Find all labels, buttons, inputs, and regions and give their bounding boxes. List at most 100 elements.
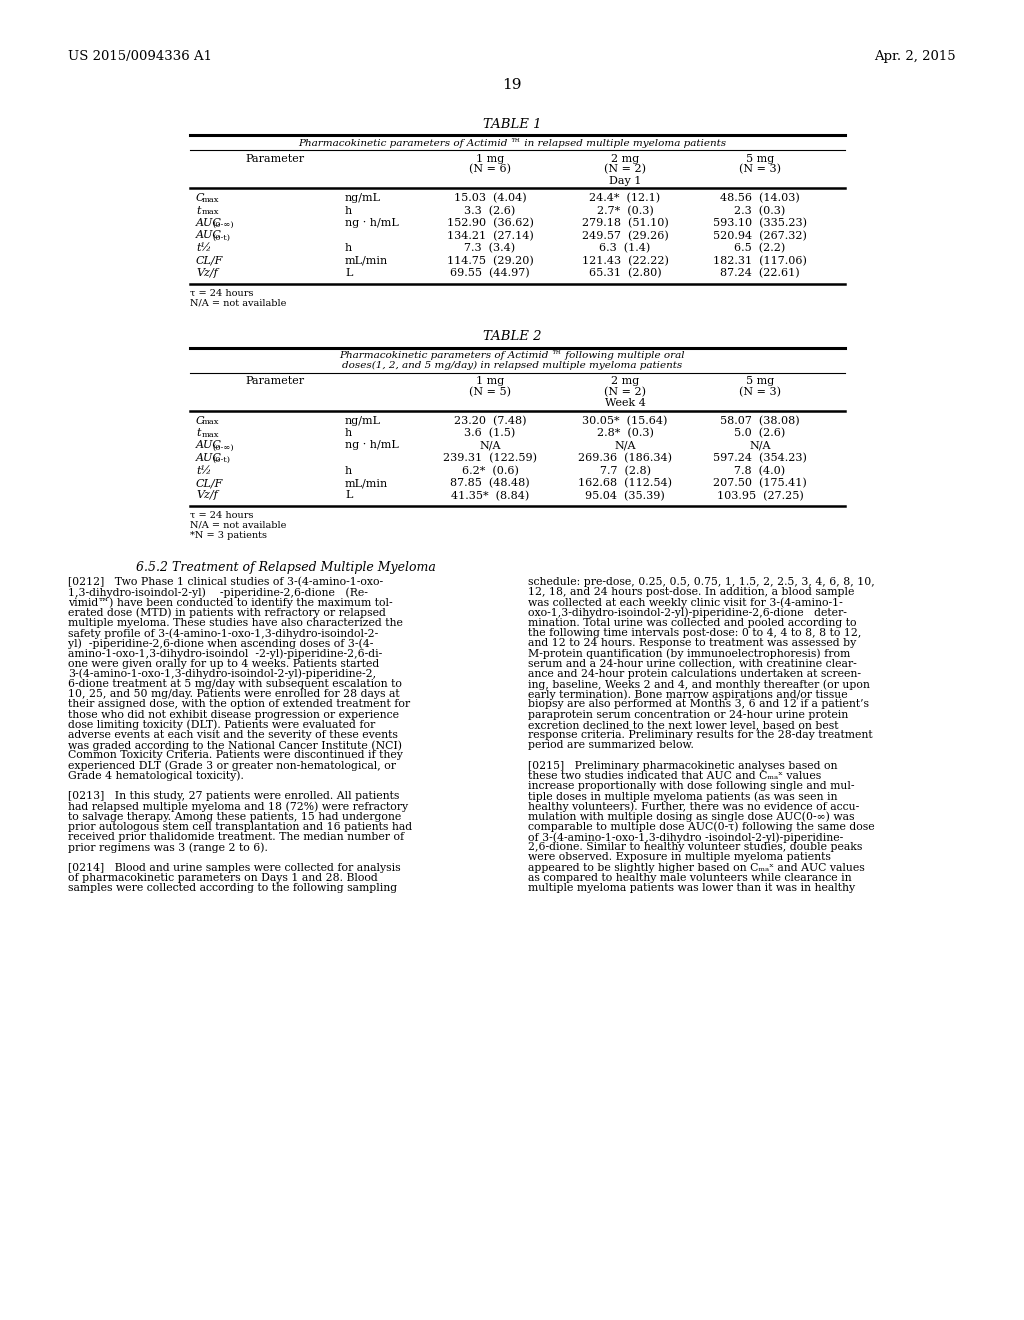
Text: ng/mL: ng/mL (345, 193, 381, 203)
Text: max: max (202, 432, 219, 440)
Text: t: t (196, 428, 201, 438)
Text: healthy volunteers). Further, there was no evidence of accu-: healthy volunteers). Further, there was … (528, 801, 859, 812)
Text: L: L (345, 268, 352, 279)
Text: to salvage therapy. Among these patients, 15 had undergone: to salvage therapy. Among these patients… (68, 812, 401, 821)
Text: (0-∞): (0-∞) (213, 444, 234, 451)
Text: multiple myeloma. These studies have also characterized the: multiple myeloma. These studies have als… (68, 618, 402, 628)
Text: 121.43  (22.22): 121.43 (22.22) (582, 256, 669, 265)
Text: 103.95  (27.25): 103.95 (27.25) (717, 491, 804, 500)
Text: CL/F: CL/F (196, 478, 223, 488)
Text: paraprotein serum concentration or 24-hour urine protein: paraprotein serum concentration or 24-ho… (528, 710, 848, 719)
Text: serum and a 24-hour urine collection, with creatinine clear-: serum and a 24-hour urine collection, wi… (528, 659, 857, 669)
Text: was graded according to the National Cancer Institute (NCI): was graded according to the National Can… (68, 741, 402, 751)
Text: [0212]   Two Phase 1 clinical studies of 3-(4-amino-1-oxo-: [0212] Two Phase 1 clinical studies of 3… (68, 577, 383, 587)
Text: TABLE 1: TABLE 1 (482, 117, 542, 131)
Text: was collected at each weekly clinic visit for 3-(4-amino-1-: was collected at each weekly clinic visi… (528, 598, 843, 609)
Text: comparable to multiple dose AUC(0-τ) following the same dose: comparable to multiple dose AUC(0-τ) fol… (528, 822, 874, 833)
Text: 24.4*  (12.1): 24.4* (12.1) (590, 193, 660, 203)
Text: C: C (196, 193, 205, 203)
Text: Pharmacokinetic parameters of Actimid ™ following multiple oral: Pharmacokinetic parameters of Actimid ™ … (339, 351, 685, 360)
Text: ing, baseline, Weeks 2 and 4, and monthly thereafter (or upon: ing, baseline, Weeks 2 and 4, and monthl… (528, 678, 869, 689)
Text: safety profile of 3-(4-amino-1-oxo-1,3-dihydro-isoindol-2-: safety profile of 3-(4-amino-1-oxo-1,3-d… (68, 628, 378, 639)
Text: AUC: AUC (196, 453, 222, 463)
Text: US 2015/0094336 A1: US 2015/0094336 A1 (68, 50, 212, 63)
Text: period are summarized below.: period are summarized below. (528, 741, 694, 750)
Text: N/A = not available: N/A = not available (190, 298, 287, 308)
Text: Apr. 2, 2015: Apr. 2, 2015 (874, 50, 956, 63)
Text: 7.7  (2.8): 7.7 (2.8) (599, 466, 650, 475)
Text: 6.2*  (0.6): 6.2* (0.6) (462, 466, 518, 475)
Text: 2.8*  (0.3): 2.8* (0.3) (597, 428, 653, 438)
Text: samples were collected according to the following sampling: samples were collected according to the … (68, 883, 397, 894)
Text: max: max (202, 418, 219, 426)
Text: 2,6-dione. Similar to healthy volunteer studies, double peaks: 2,6-dione. Similar to healthy volunteer … (528, 842, 862, 853)
Text: N/A: N/A (614, 441, 636, 450)
Text: 2.7*  (0.3): 2.7* (0.3) (597, 206, 653, 215)
Text: N/A: N/A (750, 441, 771, 450)
Text: 134.21  (27.14): 134.21 (27.14) (446, 231, 534, 240)
Text: vimid™) have been conducted to identify the maximum tol-: vimid™) have been conducted to identify … (68, 598, 392, 609)
Text: Vz/f: Vz/f (196, 491, 218, 500)
Text: M-protein quantification (by immunoelectrophoresis) from: M-protein quantification (by immunoelect… (528, 648, 850, 659)
Text: multiple myeloma patients was lower than it was in healthy: multiple myeloma patients was lower than… (528, 883, 855, 894)
Text: 207.50  (175.41): 207.50 (175.41) (713, 478, 807, 488)
Text: 239.31  (122.59): 239.31 (122.59) (443, 453, 537, 463)
Text: h: h (345, 206, 352, 215)
Text: [0214]   Blood and urine samples were collected for analysis: [0214] Blood and urine samples were coll… (68, 862, 400, 873)
Text: 19: 19 (502, 78, 522, 92)
Text: dose limiting toxicity (DLT). Patients were evaluated for: dose limiting toxicity (DLT). Patients w… (68, 719, 375, 730)
Text: 162.68  (112.54): 162.68 (112.54) (578, 478, 672, 488)
Text: those who did not exhibit disease progression or experience: those who did not exhibit disease progre… (68, 710, 399, 719)
Text: max: max (202, 195, 219, 205)
Text: Parameter: Parameter (246, 154, 304, 164)
Text: Grade 4 hematological toxicity).: Grade 4 hematological toxicity). (68, 771, 244, 781)
Text: Common Toxicity Criteria. Patients were discontinued if they: Common Toxicity Criteria. Patients were … (68, 750, 402, 760)
Text: ng · h/mL: ng · h/mL (345, 218, 398, 228)
Text: (N = 5): (N = 5) (469, 387, 511, 397)
Text: these two studies indicated that AUC and Cₘₐˣ values: these two studies indicated that AUC and… (528, 771, 821, 781)
Text: 12, 18, and 24 hours post-dose. In addition, a blood sample: 12, 18, and 24 hours post-dose. In addit… (528, 587, 854, 597)
Text: the following time intervals post-dose: 0 to 4, 4 to 8, 8 to 12,: the following time intervals post-dose: … (528, 628, 861, 638)
Text: τ = 24 hours: τ = 24 hours (190, 511, 254, 520)
Text: 7.3  (3.4): 7.3 (3.4) (465, 243, 515, 253)
Text: 2 mg: 2 mg (611, 376, 639, 387)
Text: ng · h/mL: ng · h/mL (345, 441, 398, 450)
Text: t: t (196, 206, 201, 215)
Text: adverse events at each visit and the severity of these events: adverse events at each visit and the sev… (68, 730, 398, 741)
Text: max: max (202, 209, 219, 216)
Text: (N = 3): (N = 3) (739, 387, 781, 397)
Text: C: C (196, 416, 205, 425)
Text: doses(1, 2, and 5 mg/day) in relapsed multiple myeloma patients: doses(1, 2, and 5 mg/day) in relapsed mu… (342, 360, 682, 370)
Text: L: L (345, 491, 352, 500)
Text: 269.36  (186.34): 269.36 (186.34) (578, 453, 672, 463)
Text: *N = 3 patients: *N = 3 patients (190, 531, 267, 540)
Text: prior regimens was 3 (range 2 to 6).: prior regimens was 3 (range 2 to 6). (68, 842, 268, 853)
Text: oxo-1,3-dihydro-isoindol-2-yl)-piperidine-2,6-dione   deter-: oxo-1,3-dihydro-isoindol-2-yl)-piperidin… (528, 607, 847, 618)
Text: experienced DLT (Grade 3 or greater non-hematological, or: experienced DLT (Grade 3 or greater non-… (68, 760, 396, 771)
Text: excretion declined to the next lower level, based on best: excretion declined to the next lower lev… (528, 719, 839, 730)
Text: ng/mL: ng/mL (345, 416, 381, 425)
Text: 3.3  (2.6): 3.3 (2.6) (464, 206, 516, 215)
Text: CL/F: CL/F (196, 256, 223, 265)
Text: 114.75  (29.20): 114.75 (29.20) (446, 256, 534, 265)
Text: t½: t½ (196, 466, 211, 475)
Text: 48.56  (14.03): 48.56 (14.03) (720, 193, 800, 203)
Text: 10, 25, and 50 mg/day. Patients were enrolled for 28 days at: 10, 25, and 50 mg/day. Patients were enr… (68, 689, 399, 700)
Text: [0215]   Preliminary pharmacokinetic analyses based on: [0215] Preliminary pharmacokinetic analy… (528, 760, 838, 771)
Text: erated dose (MTD) in patients with refractory or relapsed: erated dose (MTD) in patients with refra… (68, 607, 386, 618)
Text: 87.85  (48.48): 87.85 (48.48) (451, 478, 529, 488)
Text: Parameter: Parameter (246, 376, 304, 387)
Text: 3.6  (1.5): 3.6 (1.5) (464, 428, 516, 438)
Text: 23.20  (7.48): 23.20 (7.48) (454, 416, 526, 426)
Text: were observed. Exposure in multiple myeloma patients: were observed. Exposure in multiple myel… (528, 853, 830, 862)
Text: 6.5  (2.2): 6.5 (2.2) (734, 243, 785, 253)
Text: Pharmacokinetic parameters of Actimid ™ in relapsed multiple myeloma patients: Pharmacokinetic parameters of Actimid ™ … (298, 139, 726, 148)
Text: 6.5.2 Treatment of Relapsed Multiple Myeloma: 6.5.2 Treatment of Relapsed Multiple Mye… (136, 561, 436, 574)
Text: mination. Total urine was collected and pooled according to: mination. Total urine was collected and … (528, 618, 856, 628)
Text: biopsy are also performed at Months 3, 6 and 12 if a patient’s: biopsy are also performed at Months 3, 6… (528, 700, 869, 709)
Text: τ = 24 hours: τ = 24 hours (190, 289, 254, 297)
Text: (N = 2): (N = 2) (604, 387, 646, 397)
Text: 5 mg: 5 mg (745, 376, 774, 387)
Text: 87.24  (22.61): 87.24 (22.61) (720, 268, 800, 279)
Text: mulation with multiple dosing as single dose AUC(0-∞) was: mulation with multiple dosing as single … (528, 812, 854, 822)
